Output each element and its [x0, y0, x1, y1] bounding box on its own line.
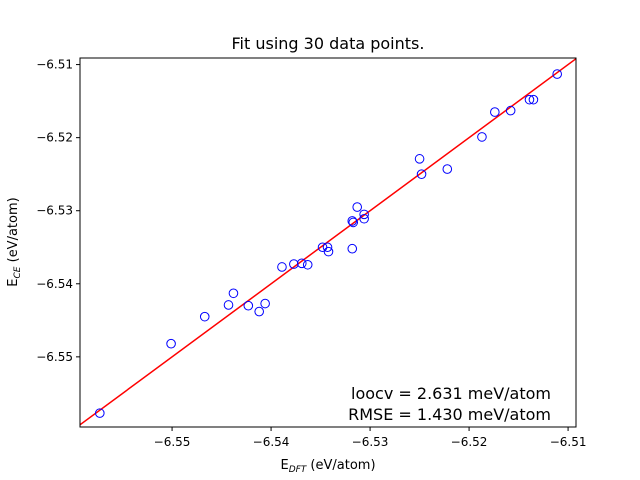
- x-label-main: E: [280, 458, 288, 473]
- annotation-rmse: RMSE = 1.430 meV/atom: [348, 405, 551, 424]
- y-tick-label: −6.53: [36, 204, 73, 218]
- data-point: [505, 105, 516, 116]
- data-point: [243, 300, 254, 311]
- data-point: [323, 246, 334, 257]
- data-point: [223, 300, 234, 310]
- data-point: [95, 408, 105, 418]
- y-label-unit: (eV/atom): [6, 197, 21, 266]
- x-tick-label: −6.55: [154, 435, 191, 449]
- x-axis-ticks: −6.55 −6.54 −6.53 −6.52 −6.51: [154, 427, 587, 449]
- y-tick-label: −6.55: [36, 350, 73, 364]
- data-point: [348, 217, 359, 228]
- data-point: [359, 209, 369, 220]
- x-tick-label: −6.53: [352, 435, 389, 449]
- data-points: [95, 69, 562, 418]
- reference-line: [80, 58, 576, 426]
- data-point: [414, 154, 425, 164]
- data-point: [347, 216, 358, 226]
- data-point: [490, 107, 500, 117]
- y-axis-ticks: −6.55 −6.54 −6.53 −6.52 −6.51: [36, 58, 80, 364]
- data-point: [302, 259, 313, 270]
- data-point: [260, 298, 270, 309]
- data-point: [477, 132, 487, 142]
- data-point: [289, 259, 299, 269]
- y-tick-label: −6.51: [36, 58, 73, 72]
- chart-title: Fit using 30 data points.: [232, 34, 425, 53]
- data-point: [199, 311, 210, 322]
- plot-frame: [79, 57, 577, 428]
- data-point: [359, 213, 369, 224]
- y-label-subscript: CE: [13, 266, 23, 278]
- data-point: [416, 169, 427, 179]
- x-tick-label: −6.51: [550, 435, 587, 449]
- data-point: [442, 164, 453, 174]
- data-point: [352, 202, 363, 212]
- x-tick-label: −6.52: [451, 435, 488, 449]
- data-point: [524, 94, 535, 105]
- data-point: [228, 288, 239, 299]
- data-point: [166, 338, 176, 349]
- annotation-loocv: loocv = 2.631 meV/atom: [351, 384, 551, 403]
- plot-content: [80, 58, 576, 426]
- data-point: [552, 69, 562, 79]
- data-point: [254, 306, 264, 317]
- x-axis-label: EDFT (eV/atom): [280, 458, 375, 475]
- x-label-subscript: DFT: [289, 465, 308, 475]
- data-point: [322, 242, 333, 253]
- data-point: [296, 258, 307, 269]
- data-point: [528, 94, 539, 105]
- data-point: [347, 243, 358, 254]
- x-tick-label: −6.54: [253, 435, 290, 449]
- data-point: [277, 262, 287, 272]
- y-tick-label: −6.52: [36, 131, 73, 145]
- y-label-main: E: [6, 279, 21, 287]
- y-axis-label: ECE (eV/atom): [6, 197, 23, 286]
- x-label-unit: (eV/atom): [306, 458, 375, 473]
- y-tick-label: −6.54: [36, 277, 73, 291]
